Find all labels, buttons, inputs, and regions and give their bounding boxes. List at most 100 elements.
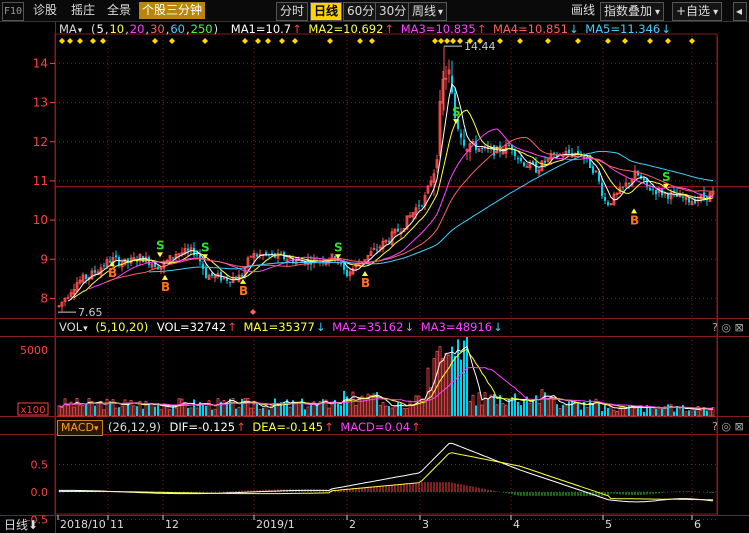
chevron-down-icon: ▾ (655, 7, 661, 18)
vol-axis-label: 5000 (20, 344, 48, 357)
ma-legend[interactable]: MA▾ (5,10,20,30,60,250) MA1=10.7↑ MA2=10… (59, 22, 671, 36)
scroll-left-icon[interactable]: ◂ (733, 2, 747, 21)
volume-bar (231, 398, 235, 417)
candle-body (381, 240, 385, 250)
vol-ma2-value: MA2=35162 (332, 320, 404, 334)
volume-bar (162, 405, 166, 417)
volume-bar (637, 405, 639, 416)
macd-pane-controls: ? ◎ ⊠ (712, 420, 744, 433)
candle-body (523, 162, 525, 167)
macd-indicator-name: MACD (61, 421, 94, 434)
volume-bar (280, 402, 282, 416)
signal-diamond (467, 38, 473, 44)
volume-bar (363, 399, 367, 417)
candle-body (249, 255, 253, 258)
volume-bar (429, 387, 433, 417)
candle-body (444, 77, 448, 80)
volume-bar (601, 411, 603, 416)
candle-body (343, 261, 345, 270)
candle-body (123, 258, 127, 265)
volume-bar (154, 406, 156, 416)
up-arrow-icon: ↑ (384, 22, 395, 36)
signal-diamond (575, 38, 581, 44)
volume-bar (193, 399, 195, 416)
dea-value: DEA=-0.145 (252, 420, 324, 434)
overview-button[interactable]: 全景 (107, 3, 132, 17)
volume-bar (451, 346, 453, 416)
candle-body (418, 205, 420, 207)
buy-arrow-icon (162, 274, 168, 280)
candle-body (172, 257, 174, 259)
signal-diamond (67, 38, 73, 44)
zoom-icon[interactable]: ◎ (721, 420, 731, 433)
chevron-down-icon: ▾ (713, 7, 719, 18)
three-minute-button[interactable]: 个股三分钟 (139, 2, 206, 19)
price-axis-label: 10 (33, 213, 48, 227)
macd-indicator-selector[interactable]: MACD▾ (57, 420, 103, 436)
volume-bar (562, 404, 564, 416)
favorite-button[interactable]: +自选 ▾ (672, 2, 723, 21)
period-30min[interactable]: 30分 (375, 2, 411, 21)
candle-body (393, 228, 397, 234)
volume-bar (558, 408, 562, 417)
volume-bar (520, 405, 522, 416)
ma-param-60: 60 (170, 22, 185, 36)
volume-bar (301, 398, 303, 416)
candle-body (649, 188, 651, 191)
up-arrow-icon: ↑ (236, 420, 246, 434)
volume-bar (487, 398, 489, 416)
volume-bar (195, 407, 199, 417)
candle-body (222, 277, 226, 280)
volume-bar (111, 399, 115, 417)
ma-indicator-name[interactable]: MA (59, 22, 77, 36)
diagnose-button[interactable]: 诊股 (33, 3, 58, 17)
close-icon[interactable]: ⊠ (734, 321, 744, 334)
period-intraday[interactable]: 分时 (276, 2, 309, 21)
candle-body (187, 248, 189, 251)
volume-bar (511, 397, 513, 416)
signal-markers: B B B B B S S S S S (59, 38, 695, 315)
volume-bar (663, 406, 667, 417)
volume-bar (477, 392, 481, 417)
volume-bar (676, 406, 678, 416)
candle-body (438, 100, 442, 156)
period-weekly[interactable]: 周线 ▾ (408, 2, 448, 21)
signal-diamond (292, 38, 298, 44)
candle-body (601, 182, 603, 196)
candle-body (138, 254, 142, 262)
index-overlay-button[interactable]: 指数叠加 ▾ (600, 2, 665, 21)
vol-indicator-name[interactable]: VOL (59, 320, 83, 334)
help-icon[interactable]: ? (712, 321, 718, 334)
f10-button[interactable]: F10 (2, 2, 24, 21)
draw-line-button[interactable]: 画线 (571, 3, 596, 17)
vol-legend[interactable]: VOL▾ (5,10,20) VOL=32742↑ MA1=35377↓ MA2… (59, 319, 504, 335)
volume-bar (75, 398, 79, 417)
period-selector[interactable]: 日线⬇ (4, 516, 38, 533)
volume-bar (94, 405, 96, 416)
period-daily[interactable]: 日线 (310, 2, 343, 21)
sell-signal-label: S (156, 238, 165, 252)
candle-body (435, 159, 439, 169)
volume-bar (580, 409, 582, 416)
volume-bar (438, 346, 442, 417)
volume-bar (297, 401, 301, 417)
candle-body (432, 173, 436, 183)
close-icon[interactable]: ⊠ (734, 420, 744, 433)
volume-bar (318, 401, 322, 417)
volume-bar (657, 408, 661, 417)
zoom-icon[interactable]: ◎ (721, 321, 731, 334)
chevron-down-icon: ▾ (93, 424, 99, 434)
up-arrow-icon: ↑ (324, 420, 334, 434)
candle-body (532, 161, 534, 165)
volume-bar (174, 407, 178, 417)
volume-bar (628, 405, 630, 416)
candle-body (609, 203, 613, 205)
volume-bar (312, 401, 316, 417)
dealer-button[interactable]: 摇庄 (71, 3, 96, 17)
period-60min[interactable]: 60分 (343, 2, 379, 21)
help-icon[interactable]: ? (712, 420, 718, 433)
signal-diamond (477, 38, 483, 44)
down-arrow-icon: ⬇ (28, 518, 39, 532)
volume-ma-line-1 (58, 345, 714, 410)
